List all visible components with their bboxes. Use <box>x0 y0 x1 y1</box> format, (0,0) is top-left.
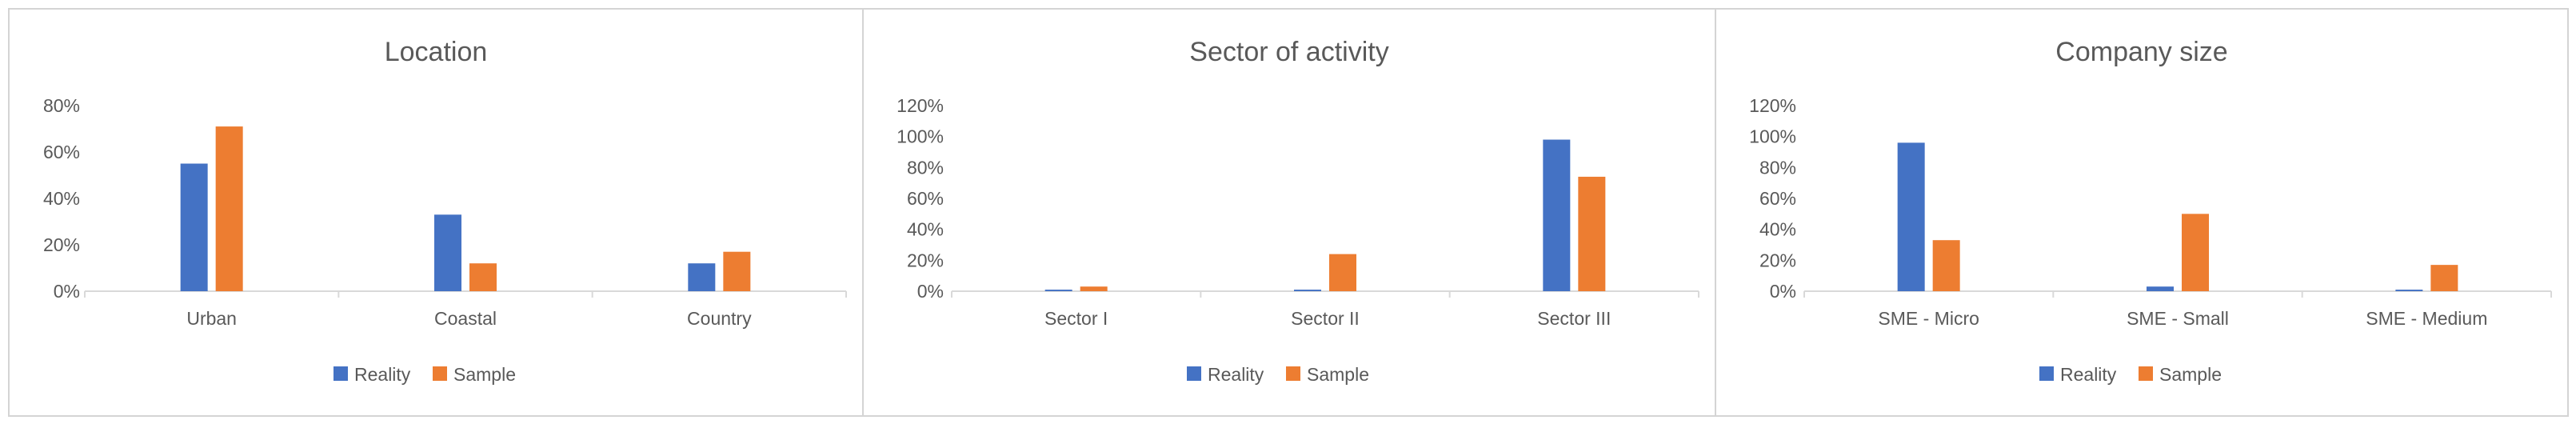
y-tick-label: 120% <box>897 95 944 116</box>
x-category-label: Coastal <box>434 308 497 329</box>
y-tick-label: 0% <box>54 281 80 302</box>
x-category-label: Country <box>687 308 752 329</box>
x-category-label: SME - Small <box>2127 308 2229 329</box>
bar-sample-sme-small <box>2182 214 2209 291</box>
y-tick-label: 60% <box>1759 188 1796 209</box>
bar-reality-sector-i <box>1044 290 1072 291</box>
legend-label-reality: Reality <box>354 364 411 385</box>
bar-reality-sector-iii <box>1543 139 1571 291</box>
x-category-label: SME - Micro <box>1878 308 1979 329</box>
bar-sample-sector-i <box>1080 286 1108 291</box>
x-category-label: Sector I <box>1044 308 1108 329</box>
bar-reality-country <box>688 263 716 291</box>
bar-sample-country <box>723 251 751 291</box>
chart-location-group: Location 0% 20% 40% 60% 80% Urban Coastal Countr… <box>43 37 847 385</box>
y-tick-label: 80% <box>1759 157 1796 178</box>
sector-of-activity-chart-panel: Sector of activity 0% 20% 40% 60% 80% 100% 120%… <box>862 8 1716 417</box>
y-tick-label: 60% <box>43 142 80 162</box>
x-category-label: Sector III <box>1537 308 1611 329</box>
y-tick-label: 120% <box>1749 95 1796 116</box>
y-tick-label: 20% <box>43 234 80 255</box>
x-category-label: Sector II <box>1291 308 1360 329</box>
chart-sector-of-activity-group: Sector of activity 0% 20% 40% 60% 80% 100% 120%… <box>897 37 1699 385</box>
y-tick-label: 60% <box>907 188 944 209</box>
chart-company-size-group: Company size 0% 20% 40% 60% 80% 100% 120% SME - … <box>1749 37 2552 385</box>
chart-title: Company size <box>2055 37 2227 67</box>
location-chart: Location 0% 20% 40% 60% 80% Urban Coastal Countr… <box>43 37 847 385</box>
bar-reality-sector-ii <box>1294 290 1321 291</box>
bar-sample-urban <box>215 126 243 291</box>
y-tick-label: 40% <box>1759 219 1796 240</box>
legend-swatch-reality <box>2039 366 2054 381</box>
chart-title: Sector of activity <box>1189 37 1388 67</box>
legend-label-sample: Sample <box>2159 364 2222 385</box>
chart-title: Location <box>385 37 488 67</box>
legend-swatch-reality <box>333 366 348 381</box>
bar-reality-sme-medium <box>2395 290 2423 291</box>
x-category-label: Urban <box>186 308 237 329</box>
y-tick-label: 100% <box>1749 126 1796 147</box>
bar-reality-urban <box>180 163 208 291</box>
bar-sample-coastal <box>469 263 497 291</box>
legend-label-sample: Sample <box>1307 364 1369 385</box>
y-tick-label: 0% <box>1770 281 1796 302</box>
bar-reality-sme-small <box>2147 286 2174 291</box>
x-category-label: SME - Medium <box>2366 308 2487 329</box>
legend-swatch-reality <box>1187 366 1201 381</box>
legend-swatch-sample <box>1286 366 1300 381</box>
y-tick-label: 40% <box>43 188 80 209</box>
legend-swatch-sample <box>433 366 447 381</box>
y-tick-label: 80% <box>43 95 80 116</box>
legend-label-sample: Sample <box>453 364 516 385</box>
bar-sample-sme-medium <box>2430 265 2458 291</box>
company-size-chart-panel: Company size 0% 20% 40% 60% 80% 100% 120% SME - … <box>1715 8 2569 417</box>
bar-sample-sme-micro <box>1932 240 1960 291</box>
bar-sample-sector-ii <box>1329 254 1356 291</box>
bar-reality-sme-micro <box>1897 142 1925 291</box>
y-tick-label: 0% <box>917 281 944 302</box>
sector-of-activity-chart: Sector of activity 0% 20% 40% 60% 80% 100% 120%… <box>897 37 1699 385</box>
bar-sample-sector-iii <box>1578 176 1606 291</box>
y-tick-label: 40% <box>907 219 944 240</box>
y-tick-label: 80% <box>907 157 944 178</box>
legend-label-reality: Reality <box>1208 364 1264 385</box>
legend-label-reality: Reality <box>2060 364 2117 385</box>
company-size-chart: Company size 0% 20% 40% 60% 80% 100% 120% SME - … <box>1749 37 2552 385</box>
y-tick-label: 20% <box>1759 250 1796 270</box>
legend-swatch-sample <box>2139 366 2153 381</box>
y-tick-label: 100% <box>897 126 944 147</box>
y-tick-label: 20% <box>907 250 944 270</box>
location-chart-panel: Location 0% 20% 40% 60% 80% Urban Coastal Countr… <box>8 8 864 417</box>
bar-reality-coastal <box>434 214 461 291</box>
